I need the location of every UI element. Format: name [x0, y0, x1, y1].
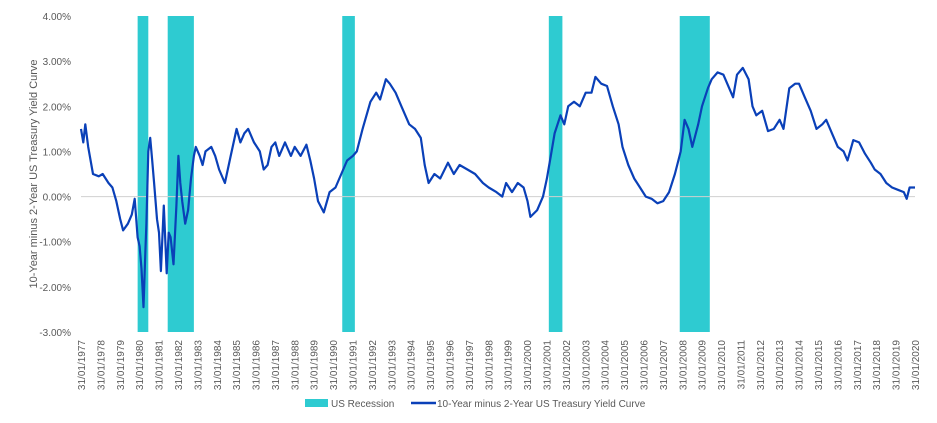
- x-tick-label: 31/01/1993: [387, 340, 398, 390]
- x-tick-label: 31/01/1996: [446, 340, 457, 390]
- recession-band: [679, 16, 710, 332]
- x-tick-label: 31/01/1984: [213, 340, 224, 390]
- x-tick-label: 31/01/1995: [426, 340, 437, 390]
- x-tick-label: 31/01/1977: [77, 340, 88, 390]
- y-tick-label: 1.00%: [43, 147, 71, 158]
- recession-band: [342, 16, 355, 332]
- x-tick-label: 31/01/1994: [407, 340, 418, 390]
- x-tick-label: 31/01/2013: [775, 340, 786, 390]
- recession-band: [548, 16, 563, 332]
- x-tick-label: 31/01/2007: [659, 340, 670, 390]
- x-tick-label: 31/01/1997: [465, 340, 476, 390]
- x-tick-label: 31/01/1982: [174, 340, 185, 390]
- y-axis-ticks: -3.00% -2.00% -1.00% 0.00% 1.00% 2.00% 3.00% 4.…: [39, 12, 71, 339]
- x-tick-label: 31/01/2006: [639, 340, 650, 390]
- y-tick-label: 0.00%: [43, 193, 71, 204]
- x-tick-label: 31/01/2011: [736, 340, 747, 390]
- x-tick-label: 31/01/2001: [542, 340, 553, 390]
- x-tick-label: 31/01/2017: [853, 340, 864, 390]
- x-tick-label: 31/01/2002: [562, 340, 573, 390]
- y-tick-label: 2.00%: [43, 102, 71, 113]
- legend: US Recession 10-Year minus 2-Year US Tre…: [305, 399, 646, 410]
- y-tick-label: -2.00%: [39, 283, 71, 294]
- x-tick-label: 31/01/1978: [96, 340, 107, 390]
- x-tick-label: 31/01/1998: [484, 340, 495, 390]
- x-tick-label: 31/01/2008: [678, 340, 689, 390]
- y-tick-label: 3.00%: [43, 57, 71, 68]
- x-tick-label: 31/01/1999: [504, 340, 515, 390]
- x-tick-label: 31/01/1981: [155, 340, 166, 390]
- x-tick-label: 31/01/1983: [193, 340, 204, 390]
- y-tick-label: -3.00%: [39, 328, 71, 339]
- legend-label-line: 10-Year minus 2-Year US Treasury Yield C…: [437, 399, 646, 410]
- x-tick-label: 31/01/1988: [290, 340, 301, 390]
- x-tick-label: 31/01/2005: [620, 340, 631, 390]
- x-tick-label: 31/01/1979: [116, 340, 127, 390]
- x-tick-label: 31/01/1985: [232, 340, 243, 390]
- x-tick-label: 31/01/2019: [892, 340, 903, 390]
- y-tick-label: -1.00%: [39, 238, 71, 249]
- x-tick-label: 31/01/2000: [523, 340, 534, 390]
- x-axis-ticks: 31/01/1977 31/01/1978 31/01/1979 31/01/1980…: [77, 340, 922, 390]
- x-tick-label: 31/01/2015: [814, 340, 825, 390]
- x-tick-label: 31/01/1992: [368, 340, 379, 390]
- x-tick-label: 31/01/1987: [271, 340, 282, 390]
- x-tick-label: 31/01/1989: [310, 340, 321, 390]
- x-tick-label: 31/01/2014: [795, 340, 806, 390]
- y-tick-label: 4.00%: [43, 12, 71, 23]
- x-tick-label: 31/01/2010: [717, 340, 728, 390]
- x-tick-label: 31/01/2016: [833, 340, 844, 390]
- legend-label-recession: US Recession: [331, 399, 394, 410]
- x-tick-label: 31/01/2003: [581, 340, 592, 390]
- x-tick-label: 31/01/2012: [756, 340, 767, 390]
- x-tick-label: 31/01/1980: [135, 340, 146, 390]
- x-tick-label: 31/01/1990: [329, 340, 340, 390]
- x-tick-label: 31/01/2009: [698, 340, 709, 390]
- yield-curve-line: [79, 66, 915, 309]
- recession-bands: [137, 16, 710, 332]
- y-axis-title: 10-Year minus 2-Year US Treasury Yield C…: [28, 59, 40, 288]
- recession-band: [167, 16, 194, 332]
- x-tick-label: 31/01/2020: [911, 340, 922, 390]
- recession-band: [137, 16, 149, 332]
- x-tick-label: 31/01/2018: [872, 340, 883, 390]
- x-tick-label: 31/01/1991: [349, 340, 360, 390]
- legend-swatch-recession: [305, 399, 328, 407]
- x-tick-label: 31/01/2004: [601, 340, 612, 390]
- x-tick-label: 31/01/1986: [252, 340, 263, 390]
